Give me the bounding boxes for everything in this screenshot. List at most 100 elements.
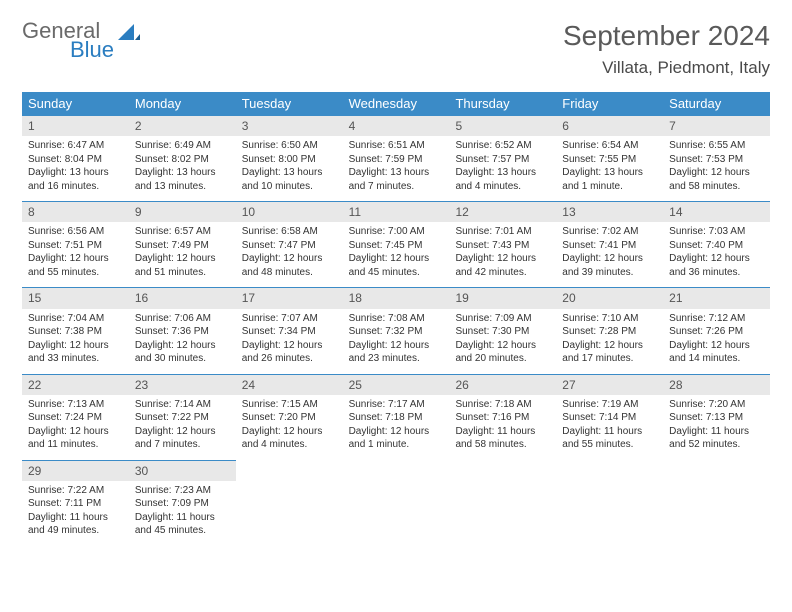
day-cell: 16Sunrise: 7:06 AMSunset: 7:36 PMDayligh… (129, 287, 236, 373)
day-number: 25 (343, 374, 450, 395)
day-cell: 20Sunrise: 7:10 AMSunset: 7:28 PMDayligh… (556, 287, 663, 373)
day-number: 23 (129, 374, 236, 395)
day-line-dl1: Daylight: 12 hours (669, 166, 764, 180)
day-line-dl2: and 23 minutes. (349, 352, 444, 366)
day-cell: 5Sunrise: 6:52 AMSunset: 7:57 PMDaylight… (449, 115, 556, 201)
day-line-dl2: and 1 minute. (562, 180, 657, 194)
day-line-dl1: Daylight: 12 hours (28, 339, 123, 353)
day-body: Sunrise: 7:18 AMSunset: 7:16 PMDaylight:… (449, 395, 556, 460)
day-line-dl1: Daylight: 13 hours (562, 166, 657, 180)
day-body: Sunrise: 6:58 AMSunset: 7:47 PMDaylight:… (236, 222, 343, 287)
day-cell: 15Sunrise: 7:04 AMSunset: 7:38 PMDayligh… (22, 287, 129, 373)
day-line-sr: Sunrise: 7:04 AM (28, 312, 123, 326)
location: Villata, Piedmont, Italy (563, 58, 770, 78)
day-line-dl2: and 45 minutes. (349, 266, 444, 280)
weekday-sat: Saturday (663, 92, 770, 115)
day-line-sr: Sunrise: 7:15 AM (242, 398, 337, 412)
day-line-sr: Sunrise: 6:54 AM (562, 139, 657, 153)
day-line-sr: Sunrise: 6:47 AM (28, 139, 123, 153)
day-number: 21 (663, 287, 770, 308)
day-cell: 2Sunrise: 6:49 AMSunset: 8:02 PMDaylight… (129, 115, 236, 201)
weekday-header: Sunday Monday Tuesday Wednesday Thursday… (22, 92, 770, 115)
day-line-dl1: Daylight: 13 hours (135, 166, 230, 180)
day-line-ss: Sunset: 8:00 PM (242, 153, 337, 167)
day-line-dl2: and 16 minutes. (28, 180, 123, 194)
day-line-ss: Sunset: 7:34 PM (242, 325, 337, 339)
day-number: 28 (663, 374, 770, 395)
day-line-ss: Sunset: 7:40 PM (669, 239, 764, 253)
day-line-sr: Sunrise: 6:51 AM (349, 139, 444, 153)
day-cell (343, 460, 450, 546)
day-body: Sunrise: 7:17 AMSunset: 7:18 PMDaylight:… (343, 395, 450, 460)
day-line-dl1: Daylight: 13 hours (242, 166, 337, 180)
day-number: 9 (129, 201, 236, 222)
day-line-ss: Sunset: 7:43 PM (455, 239, 550, 253)
day-line-dl1: Daylight: 12 hours (242, 252, 337, 266)
day-line-dl1: Daylight: 12 hours (28, 425, 123, 439)
day-cell: 26Sunrise: 7:18 AMSunset: 7:16 PMDayligh… (449, 374, 556, 460)
day-line-dl2: and 4 minutes. (242, 438, 337, 452)
day-body (556, 465, 663, 476)
day-line-dl1: Daylight: 11 hours (669, 425, 764, 439)
day-cell: 18Sunrise: 7:08 AMSunset: 7:32 PMDayligh… (343, 287, 450, 373)
day-line-dl2: and 13 minutes. (135, 180, 230, 194)
day-line-ss: Sunset: 7:38 PM (28, 325, 123, 339)
day-cell: 1Sunrise: 6:47 AMSunset: 8:04 PMDaylight… (22, 115, 129, 201)
day-line-ss: Sunset: 7:45 PM (349, 239, 444, 253)
day-cell: 28Sunrise: 7:20 AMSunset: 7:13 PMDayligh… (663, 374, 770, 460)
day-line-ss: Sunset: 7:28 PM (562, 325, 657, 339)
day-line-dl1: Daylight: 11 hours (135, 511, 230, 525)
day-body: Sunrise: 7:23 AMSunset: 7:09 PMDaylight:… (129, 481, 236, 546)
day-cell: 12Sunrise: 7:01 AMSunset: 7:43 PMDayligh… (449, 201, 556, 287)
day-line-ss: Sunset: 7:51 PM (28, 239, 123, 253)
day-line-dl1: Daylight: 12 hours (135, 252, 230, 266)
day-cell (449, 460, 556, 546)
day-body: Sunrise: 6:50 AMSunset: 8:00 PMDaylight:… (236, 136, 343, 201)
day-line-dl2: and 11 minutes. (28, 438, 123, 452)
day-line-dl1: Daylight: 12 hours (455, 252, 550, 266)
day-line-sr: Sunrise: 7:14 AM (135, 398, 230, 412)
day-line-dl2: and 58 minutes. (669, 180, 764, 194)
week-row: 22Sunrise: 7:13 AMSunset: 7:24 PMDayligh… (22, 374, 770, 460)
day-line-dl2: and 17 minutes. (562, 352, 657, 366)
day-cell: 3Sunrise: 6:50 AMSunset: 8:00 PMDaylight… (236, 115, 343, 201)
day-line-dl1: Daylight: 12 hours (28, 252, 123, 266)
weekday-thu: Thursday (449, 92, 556, 115)
day-body: Sunrise: 7:01 AMSunset: 7:43 PMDaylight:… (449, 222, 556, 287)
day-cell (663, 460, 770, 546)
logo-line2: Blue (70, 39, 114, 61)
day-line-dl2: and 55 minutes. (28, 266, 123, 280)
day-body: Sunrise: 7:12 AMSunset: 7:26 PMDaylight:… (663, 309, 770, 374)
day-line-ss: Sunset: 7:11 PM (28, 497, 123, 511)
day-number: 4 (343, 115, 450, 136)
week-row: 8Sunrise: 6:56 AMSunset: 7:51 PMDaylight… (22, 201, 770, 287)
day-line-sr: Sunrise: 7:13 AM (28, 398, 123, 412)
day-body: Sunrise: 7:10 AMSunset: 7:28 PMDaylight:… (556, 309, 663, 374)
day-line-dl2: and 52 minutes. (669, 438, 764, 452)
day-line-dl2: and 51 minutes. (135, 266, 230, 280)
day-line-dl1: Daylight: 12 hours (242, 425, 337, 439)
day-number: 7 (663, 115, 770, 136)
day-line-dl2: and 20 minutes. (455, 352, 550, 366)
day-body: Sunrise: 6:49 AMSunset: 8:02 PMDaylight:… (129, 136, 236, 201)
day-line-sr: Sunrise: 6:55 AM (669, 139, 764, 153)
day-line-ss: Sunset: 7:24 PM (28, 411, 123, 425)
day-cell: 11Sunrise: 7:00 AMSunset: 7:45 PMDayligh… (343, 201, 450, 287)
day-line-ss: Sunset: 7:09 PM (135, 497, 230, 511)
calendar: Sunday Monday Tuesday Wednesday Thursday… (22, 92, 770, 546)
day-line-dl1: Daylight: 12 hours (669, 252, 764, 266)
day-number: 5 (449, 115, 556, 136)
day-cell: 14Sunrise: 7:03 AMSunset: 7:40 PMDayligh… (663, 201, 770, 287)
day-line-sr: Sunrise: 7:17 AM (349, 398, 444, 412)
day-cell (556, 460, 663, 546)
day-line-dl2: and 1 minute. (349, 438, 444, 452)
day-number: 10 (236, 201, 343, 222)
day-line-sr: Sunrise: 7:02 AM (562, 225, 657, 239)
day-line-sr: Sunrise: 7:12 AM (669, 312, 764, 326)
day-line-sr: Sunrise: 7:09 AM (455, 312, 550, 326)
day-line-ss: Sunset: 7:53 PM (669, 153, 764, 167)
day-line-ss: Sunset: 8:04 PM (28, 153, 123, 167)
day-line-ss: Sunset: 7:59 PM (349, 153, 444, 167)
day-line-dl2: and 42 minutes. (455, 266, 550, 280)
day-number: 30 (129, 460, 236, 481)
